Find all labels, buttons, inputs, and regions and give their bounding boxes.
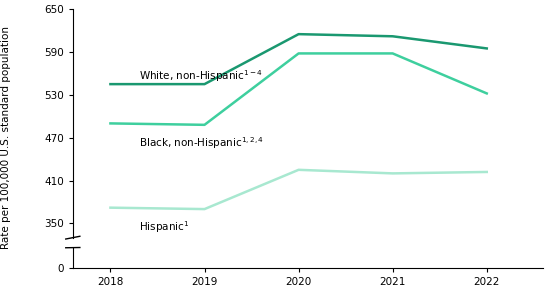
Text: Black, non-Hispanic$^{1,2,4}$: Black, non-Hispanic$^{1,2,4}$ [139, 135, 264, 151]
Text: Hispanic$^{1}$: Hispanic$^{1}$ [139, 219, 189, 235]
Text: Rate per 100,000 U.S. standard population: Rate per 100,000 U.S. standard populatio… [1, 26, 11, 249]
Text: White, non-Hispanic$^{1-4}$: White, non-Hispanic$^{1-4}$ [139, 68, 263, 84]
